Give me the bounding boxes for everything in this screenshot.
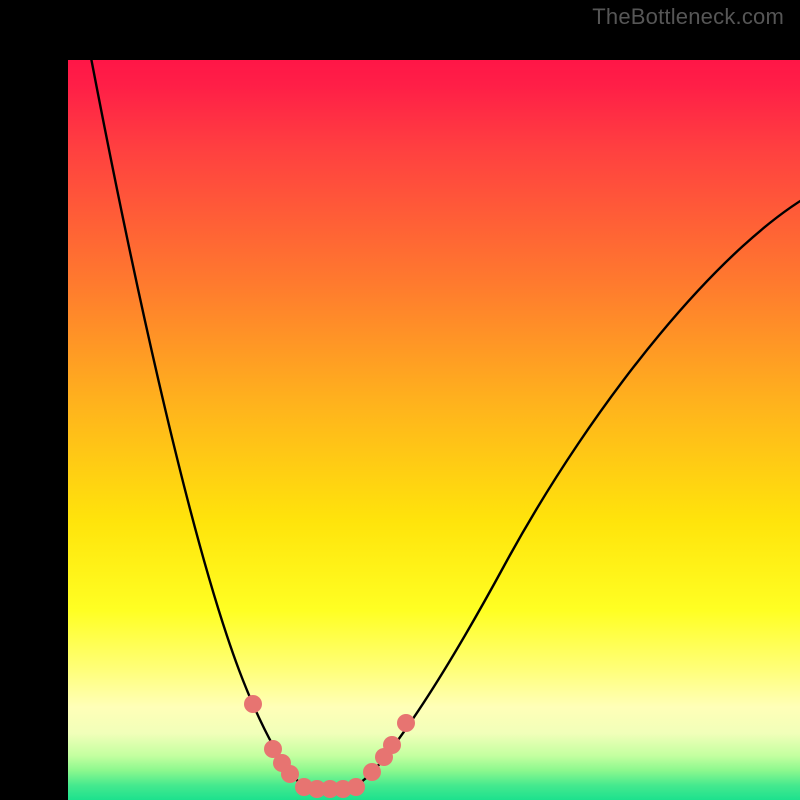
data-marker xyxy=(281,765,299,783)
data-marker xyxy=(244,695,262,713)
chart-frame: TheBottleneck.com xyxy=(0,0,800,800)
data-marker xyxy=(363,763,381,781)
watermark-text: TheBottleneck.com xyxy=(592,4,784,30)
data-marker xyxy=(397,714,415,732)
plot-area xyxy=(34,30,784,774)
chart-svg xyxy=(34,30,800,800)
gradient-background xyxy=(68,60,800,800)
data-marker xyxy=(347,778,365,796)
data-marker xyxy=(383,736,401,754)
